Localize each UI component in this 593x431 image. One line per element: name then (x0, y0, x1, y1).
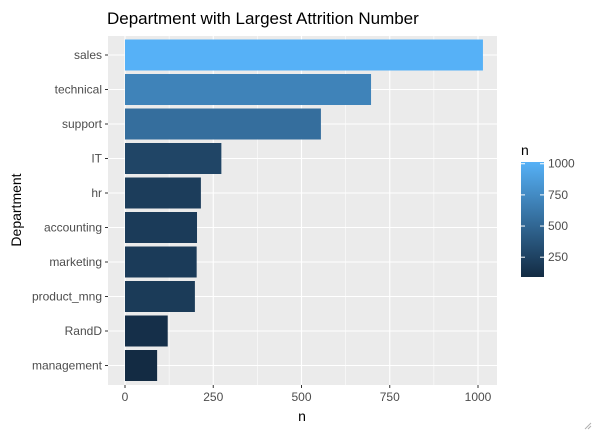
x-tick-label: 500 (291, 390, 311, 404)
bar-marketing (125, 246, 197, 278)
y-tick-label: management (32, 359, 103, 373)
legend-colorbar (521, 162, 544, 277)
x-tick-label: 0 (122, 390, 129, 404)
x-tick-labels: 0 250 500 750 1000 (122, 385, 492, 404)
legend: n 1000 750 500 250 (521, 142, 575, 277)
bar-technical (125, 74, 372, 105)
bar-RandD (125, 315, 168, 347)
y-tick-label: accounting (44, 221, 102, 235)
y-axis-title: Department (8, 173, 24, 246)
y-tick-label: marketing (49, 255, 102, 269)
bar-product_mng (125, 281, 195, 312)
x-tick-label: 250 (203, 390, 223, 404)
bar-sales (125, 39, 483, 71)
y-tick-label: product_mng (32, 290, 102, 304)
legend-tick-label: 750 (548, 188, 568, 202)
legend-tick-label: 1000 (548, 157, 575, 171)
x-axis-title: n (298, 408, 306, 424)
y-tick-label: technical (55, 83, 102, 97)
legend-ticks: 1000 750 500 250 (521, 157, 575, 264)
bar-hr (125, 177, 201, 209)
bar-management (125, 350, 158, 381)
y-tick-label: sales (74, 48, 102, 62)
resize-grip-icon[interactable] (584, 422, 592, 430)
x-tick-label: 750 (380, 390, 400, 404)
bar-IT (125, 143, 222, 174)
y-tick-label: IT (91, 152, 102, 166)
x-tick-label: 1000 (465, 390, 492, 404)
bars (125, 39, 483, 381)
y-tick-label: hr (91, 186, 102, 200)
legend-tick-label: 500 (548, 219, 568, 233)
y-tick-label: support (62, 117, 103, 131)
y-tick-labels: sales technical support IT hr accounting marke… (32, 48, 108, 373)
legend-tick-label: 250 (548, 250, 568, 264)
bar-accounting (125, 212, 198, 243)
chart-title: Department with Largest Attrition Number (107, 9, 419, 28)
legend-title: n (521, 142, 529, 158)
bar-support (125, 108, 321, 140)
y-tick-label: RandD (65, 324, 103, 338)
